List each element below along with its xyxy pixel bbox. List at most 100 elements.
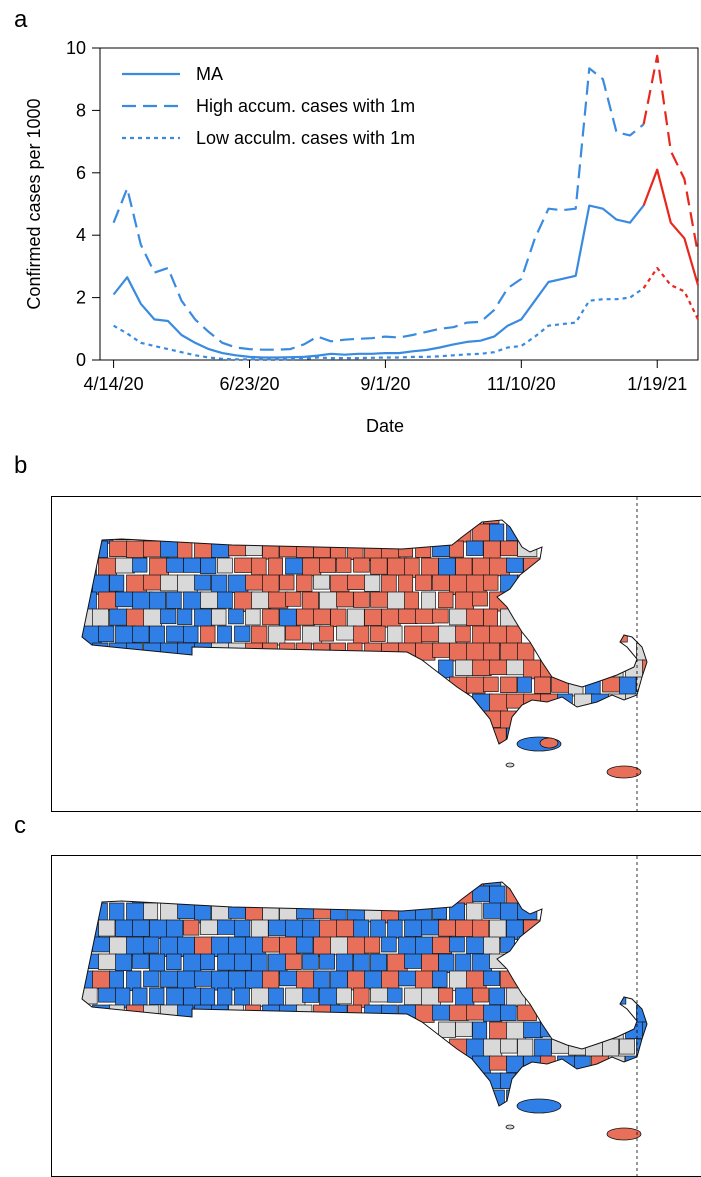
line-chart: 0 2 4 6 8 10 4/14/20 6/23/20 9/1/20 11/10/20 1/19… [24, 38, 700, 436]
town-region [98, 523, 114, 544]
town-region [194, 642, 214, 663]
town-region [296, 902, 315, 920]
town-region [449, 902, 465, 921]
town-region [98, 591, 118, 611]
town-region [115, 557, 135, 574]
town-region [228, 970, 248, 991]
town-region [432, 902, 447, 920]
town-region [500, 642, 520, 663]
y-tick-label: 8 [76, 100, 86, 120]
town-region [132, 557, 148, 573]
legend-label: High accum. cases with 1m [196, 96, 415, 116]
town-region [500, 1004, 517, 1021]
town-region [415, 936, 434, 957]
y-axis-label: Confirmed cases per 1000 [24, 98, 44, 309]
town-region [421, 987, 441, 1007]
town-region [262, 642, 278, 660]
town-region [279, 642, 296, 659]
legend-label: Low acculm. cases with 1m [196, 128, 415, 148]
town-region [245, 902, 263, 921]
town-region [285, 625, 301, 641]
town-region [245, 970, 264, 989]
town-region [517, 676, 532, 693]
town-region [438, 987, 454, 1003]
town-region [432, 936, 453, 954]
town-region [517, 574, 534, 592]
town-region [415, 574, 432, 591]
town-region [483, 574, 499, 591]
town-region [251, 557, 267, 576]
town-region [166, 919, 184, 940]
town-region [234, 987, 250, 1006]
town-region [262, 936, 280, 953]
town-region [132, 523, 151, 539]
town-region [506, 557, 524, 573]
town-region [245, 1004, 261, 1020]
town-region [500, 902, 519, 922]
town-region [370, 591, 389, 608]
island-nantucket [606, 765, 642, 779]
town-region [279, 970, 298, 987]
town-region [115, 885, 135, 902]
map-c [81, 856, 648, 1176]
town-region [517, 642, 535, 663]
town-region [166, 625, 185, 643]
y-tick-label: 4 [76, 225, 86, 245]
town-region [313, 540, 331, 558]
town-region [296, 574, 313, 592]
town-region [489, 885, 506, 906]
town-region [228, 540, 247, 557]
town-region [523, 1021, 543, 1039]
town-region [211, 608, 227, 626]
town-region [109, 902, 125, 922]
town-region [313, 1004, 332, 1025]
town-region [489, 1021, 508, 1040]
town-region [619, 676, 637, 697]
town-region [285, 953, 302, 970]
town-region [353, 987, 370, 1008]
town-region [268, 987, 284, 1008]
town-region [82, 557, 97, 577]
town-region [364, 970, 384, 990]
town-layer [82, 882, 647, 1106]
town-region [489, 987, 506, 1006]
town-region [455, 919, 476, 937]
town-region [251, 591, 272, 609]
town-region [551, 1038, 570, 1054]
town-region [330, 970, 348, 990]
town-region [109, 970, 124, 991]
town-region [353, 557, 370, 573]
town-region [268, 953, 288, 974]
town-region [132, 953, 150, 969]
x-tick-label: 1/19/21 [627, 374, 687, 394]
town-region [336, 919, 357, 938]
town-region [109, 1004, 125, 1020]
town-region [466, 642, 486, 662]
town-region [313, 608, 331, 625]
town-region [455, 557, 473, 576]
town-region [438, 919, 457, 937]
town-region [353, 919, 370, 939]
town-region [98, 885, 114, 902]
town-region [432, 1004, 451, 1021]
town-region [364, 936, 381, 954]
town-region [472, 557, 492, 578]
town-region [500, 1072, 517, 1089]
panel-letter-a: a [14, 6, 28, 33]
town-region [245, 608, 261, 626]
town-region [489, 693, 508, 714]
town-region [183, 953, 202, 973]
town-region [143, 936, 160, 954]
town-region [438, 591, 454, 609]
town-region [353, 953, 370, 974]
x-axis-label: Date [366, 416, 404, 436]
series-line-low-blue [113, 287, 645, 361]
legend-label: MA [196, 64, 223, 84]
town-region [404, 919, 423, 937]
town-region [177, 1004, 194, 1026]
town-layer [82, 520, 647, 744]
town-region [149, 591, 166, 610]
town-region [262, 540, 280, 560]
plot-frame [99, 47, 699, 361]
town-region [506, 659, 526, 676]
